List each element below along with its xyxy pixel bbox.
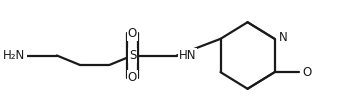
Text: O: O xyxy=(128,27,137,40)
Text: O: O xyxy=(128,71,137,84)
Text: H₂N: H₂N xyxy=(3,49,26,62)
Text: HN: HN xyxy=(178,49,196,62)
Text: S: S xyxy=(129,49,136,62)
Text: N: N xyxy=(279,31,287,44)
Text: O: O xyxy=(302,66,311,79)
